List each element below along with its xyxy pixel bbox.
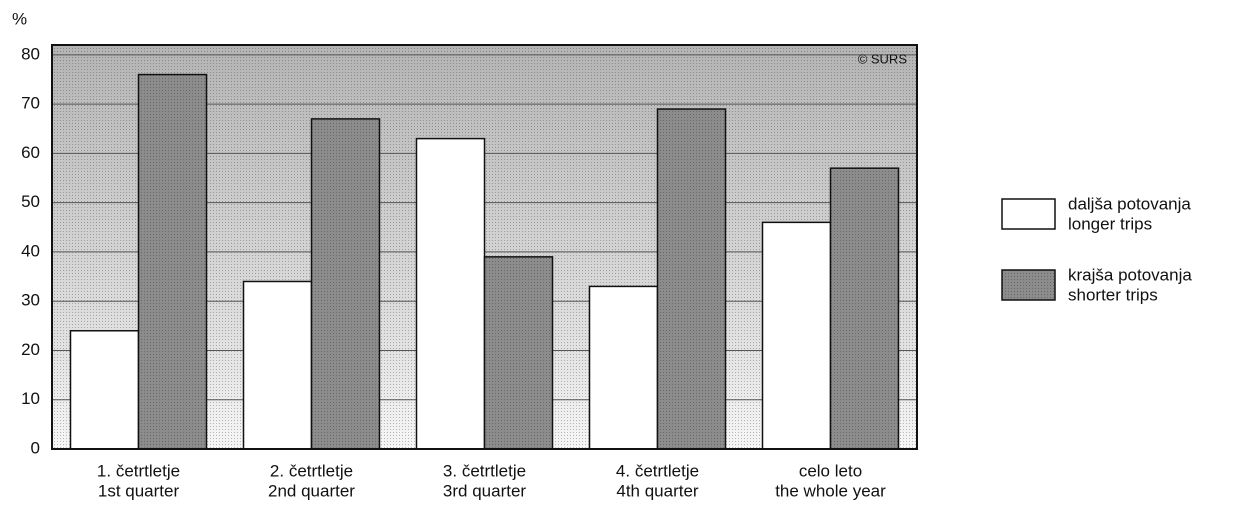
y-tick-label: 40 — [21, 241, 40, 260]
x-tick-label: 2nd quarter — [268, 481, 355, 500]
bar-texture — [311, 118, 380, 449]
y-tick-label: 60 — [21, 143, 40, 162]
bar — [242, 280, 313, 450]
y-tick-label: 50 — [21, 192, 40, 211]
x-tick-label: celo leto — [799, 461, 862, 480]
legend-label: krajša potovanja — [1068, 265, 1192, 284]
y-tick-label: 80 — [21, 44, 40, 63]
x-tick-label: 3rd quarter — [443, 481, 526, 500]
y-axis-label: % — [12, 9, 27, 28]
legend-label: daljša potovanja — [1068, 194, 1191, 213]
y-tick-label: 10 — [21, 389, 40, 408]
bar — [69, 330, 140, 450]
x-tick-label: 2. četrtletje — [270, 461, 353, 480]
legend-texture — [1002, 270, 1055, 300]
bar — [588, 285, 659, 450]
y-tick-label: 30 — [21, 291, 40, 310]
bar-texture — [830, 168, 899, 450]
x-tick-label: 1st quarter — [98, 481, 180, 500]
bar — [415, 137, 486, 450]
legend-label: longer trips — [1068, 214, 1152, 233]
y-tick-label: 0 — [31, 438, 40, 457]
legend-label: shorter trips — [1068, 285, 1158, 304]
y-tick-label: 70 — [21, 94, 40, 113]
x-tick-label: the whole year — [775, 481, 886, 500]
y-tick-label: 20 — [21, 340, 40, 359]
bar-texture — [657, 109, 726, 450]
x-tick-label: 1. četrtletje — [97, 461, 180, 480]
annotation: © SURS — [858, 51, 908, 66]
legend-swatch — [1001, 198, 1056, 230]
x-tick-label: 4. četrtletje — [616, 461, 699, 480]
plot-frame — [51, 44, 918, 450]
bar — [761, 221, 832, 450]
x-tick-label: 3. četrtletje — [443, 461, 526, 480]
bar-texture — [484, 256, 553, 449]
bar-texture — [138, 74, 207, 449]
x-tick-label: 4th quarter — [616, 481, 699, 500]
